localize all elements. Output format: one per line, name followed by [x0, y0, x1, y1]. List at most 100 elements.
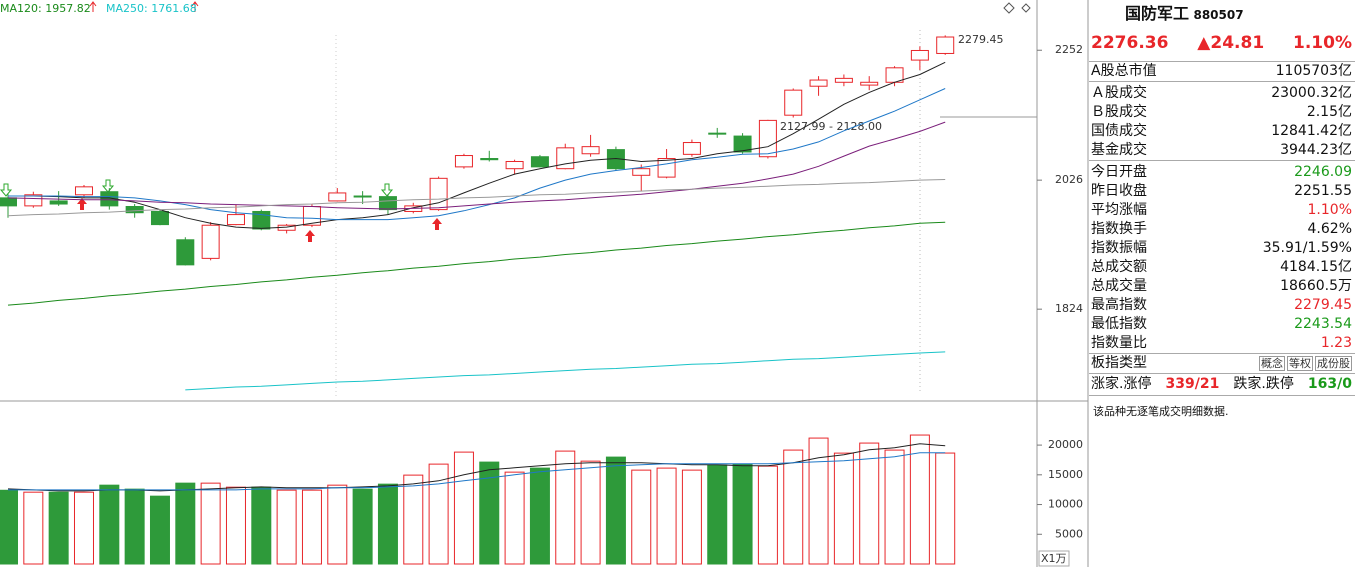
ma-line: [185, 351, 946, 391]
value: 12841.42亿: [1271, 123, 1352, 139]
value: 2.15亿: [1306, 104, 1352, 120]
volume-bar: [808, 437, 829, 565]
candle-body: [733, 135, 752, 153]
candle-body: [657, 158, 676, 178]
tag[interactable]: 概念: [1259, 356, 1285, 371]
label: Ａ股成交: [1091, 85, 1147, 101]
value: 23000.32亿: [1271, 85, 1352, 101]
stat-row: 基金成交 3944.23亿: [1089, 141, 1355, 161]
value: 18660.5万: [1280, 278, 1352, 294]
candle-body: [758, 119, 777, 158]
tag[interactable]: 等权: [1287, 356, 1313, 371]
volume-bar: [580, 460, 601, 565]
volume-bar: [175, 482, 196, 565]
label: 最低指数: [1091, 316, 1147, 332]
volume-bar: [681, 469, 702, 565]
volume-bar: [99, 484, 120, 565]
candle-body: [834, 77, 853, 83]
candle-body: [429, 177, 448, 211]
candle-body: [252, 210, 271, 230]
y-tick-label: 10000: [1048, 498, 1083, 511]
ma-label: MA250: 1761.68: [106, 2, 197, 15]
volume-bar: [656, 467, 677, 565]
volume-bar: [833, 452, 854, 565]
ma-value: 1957.82: [45, 2, 91, 15]
volume-bar: [377, 483, 398, 565]
ma-line: [8, 88, 946, 221]
value: 1.10%: [1307, 202, 1352, 218]
stat-row: 国债成交 12841.42亿: [1089, 122, 1355, 141]
volume-bar: [352, 488, 373, 565]
candle-body: [936, 36, 955, 54]
trend-arrows: [89, 1, 199, 12]
candle-body: [682, 142, 701, 155]
value: 3944.23亿: [1280, 142, 1352, 158]
ma-name: MA250: [106, 2, 144, 15]
value: 2243.54: [1294, 316, 1352, 332]
candle-body: [353, 195, 372, 198]
candle-body: [581, 146, 600, 155]
label: 板指类型: [1091, 355, 1147, 371]
volume-bar: [555, 450, 576, 565]
unit-label: X1万: [1041, 552, 1067, 565]
label: 指数量比: [1091, 335, 1147, 351]
quote-panel: 国防军工 880507 2276.36 ▲24.81 1.10% A股总市值 11…: [1089, 0, 1355, 567]
change-pct: 1.10%: [1293, 33, 1352, 53]
unit-box: [1038, 550, 1070, 567]
candle-body: [0, 197, 17, 207]
candle-body: [125, 206, 144, 214]
volume-bar: [504, 471, 525, 565]
price-row: 2276.36 ▲24.81 1.10%: [1089, 30, 1355, 62]
ma-line: [7, 443, 946, 492]
candle-body: [708, 132, 727, 135]
candle-body: [454, 155, 473, 168]
volume-bar: [23, 491, 44, 565]
volume-bar: [732, 463, 753, 565]
stat-row: A股总市值 1105703亿: [1089, 62, 1355, 82]
volume-bar: [301, 489, 322, 565]
candle-body: [49, 200, 68, 205]
stats: A股总市值 1105703亿 Ａ股成交 23000.32亿 Ｂ股成交 2.15亿国债成交 1…: [1089, 62, 1355, 354]
volume-bar: [479, 461, 500, 565]
candle-body: [505, 160, 524, 170]
chart: 2127.99 - 2128.00 2279.45 X1万 MA120: 195…: [0, 0, 1089, 567]
volume-bar: [859, 442, 880, 565]
volume-bar: [707, 464, 728, 565]
candle-body: [480, 158, 499, 161]
label: Ｂ股成交: [1091, 104, 1147, 120]
value: 163/0: [1307, 376, 1352, 392]
tag[interactable]: 成份股: [1315, 356, 1352, 371]
ma-name: MA120: [0, 2, 38, 15]
candle-body: [24, 194, 43, 207]
volume-bar: [631, 469, 652, 565]
stat-row: 总成交额 4184.15亿: [1089, 258, 1355, 277]
change: ▲24.81: [1197, 33, 1265, 53]
stat-row: 最低指数 2243.54: [1089, 315, 1355, 334]
value: 339/21: [1165, 376, 1220, 392]
candle-body: [632, 168, 651, 176]
value: 1.23: [1320, 335, 1352, 351]
volume-bar: [200, 482, 221, 565]
candle-body: [328, 192, 347, 202]
volume-bar: [403, 474, 424, 565]
candle-body: [226, 214, 245, 226]
volume-bar: [0, 489, 18, 565]
annotation: 2279.45: [958, 33, 1004, 46]
value: 1105703亿: [1275, 63, 1352, 79]
type-row: 板指类型 概念 等权 成份股: [1089, 354, 1355, 374]
stat-row: 指数量比 1.23: [1089, 334, 1355, 354]
toolbar-icons[interactable]: [1003, 2, 1031, 14]
buy-signals: [77, 198, 442, 242]
index-code: 880507: [1193, 8, 1244, 22]
volume-bar: [884, 449, 905, 565]
volume-bar: [909, 434, 930, 565]
label: 平均涨幅: [1091, 202, 1147, 218]
candle-body: [556, 147, 575, 170]
ma-line: [7, 121, 946, 210]
label: 今日开盘: [1091, 164, 1147, 180]
value: 4184.15亿: [1280, 259, 1352, 275]
title-bar: 国防军工 880507: [1089, 0, 1355, 30]
y-tick-label: 2252: [1055, 43, 1083, 56]
y-tick-label: 20000: [1048, 438, 1083, 451]
value: 2246.09: [1294, 164, 1352, 180]
